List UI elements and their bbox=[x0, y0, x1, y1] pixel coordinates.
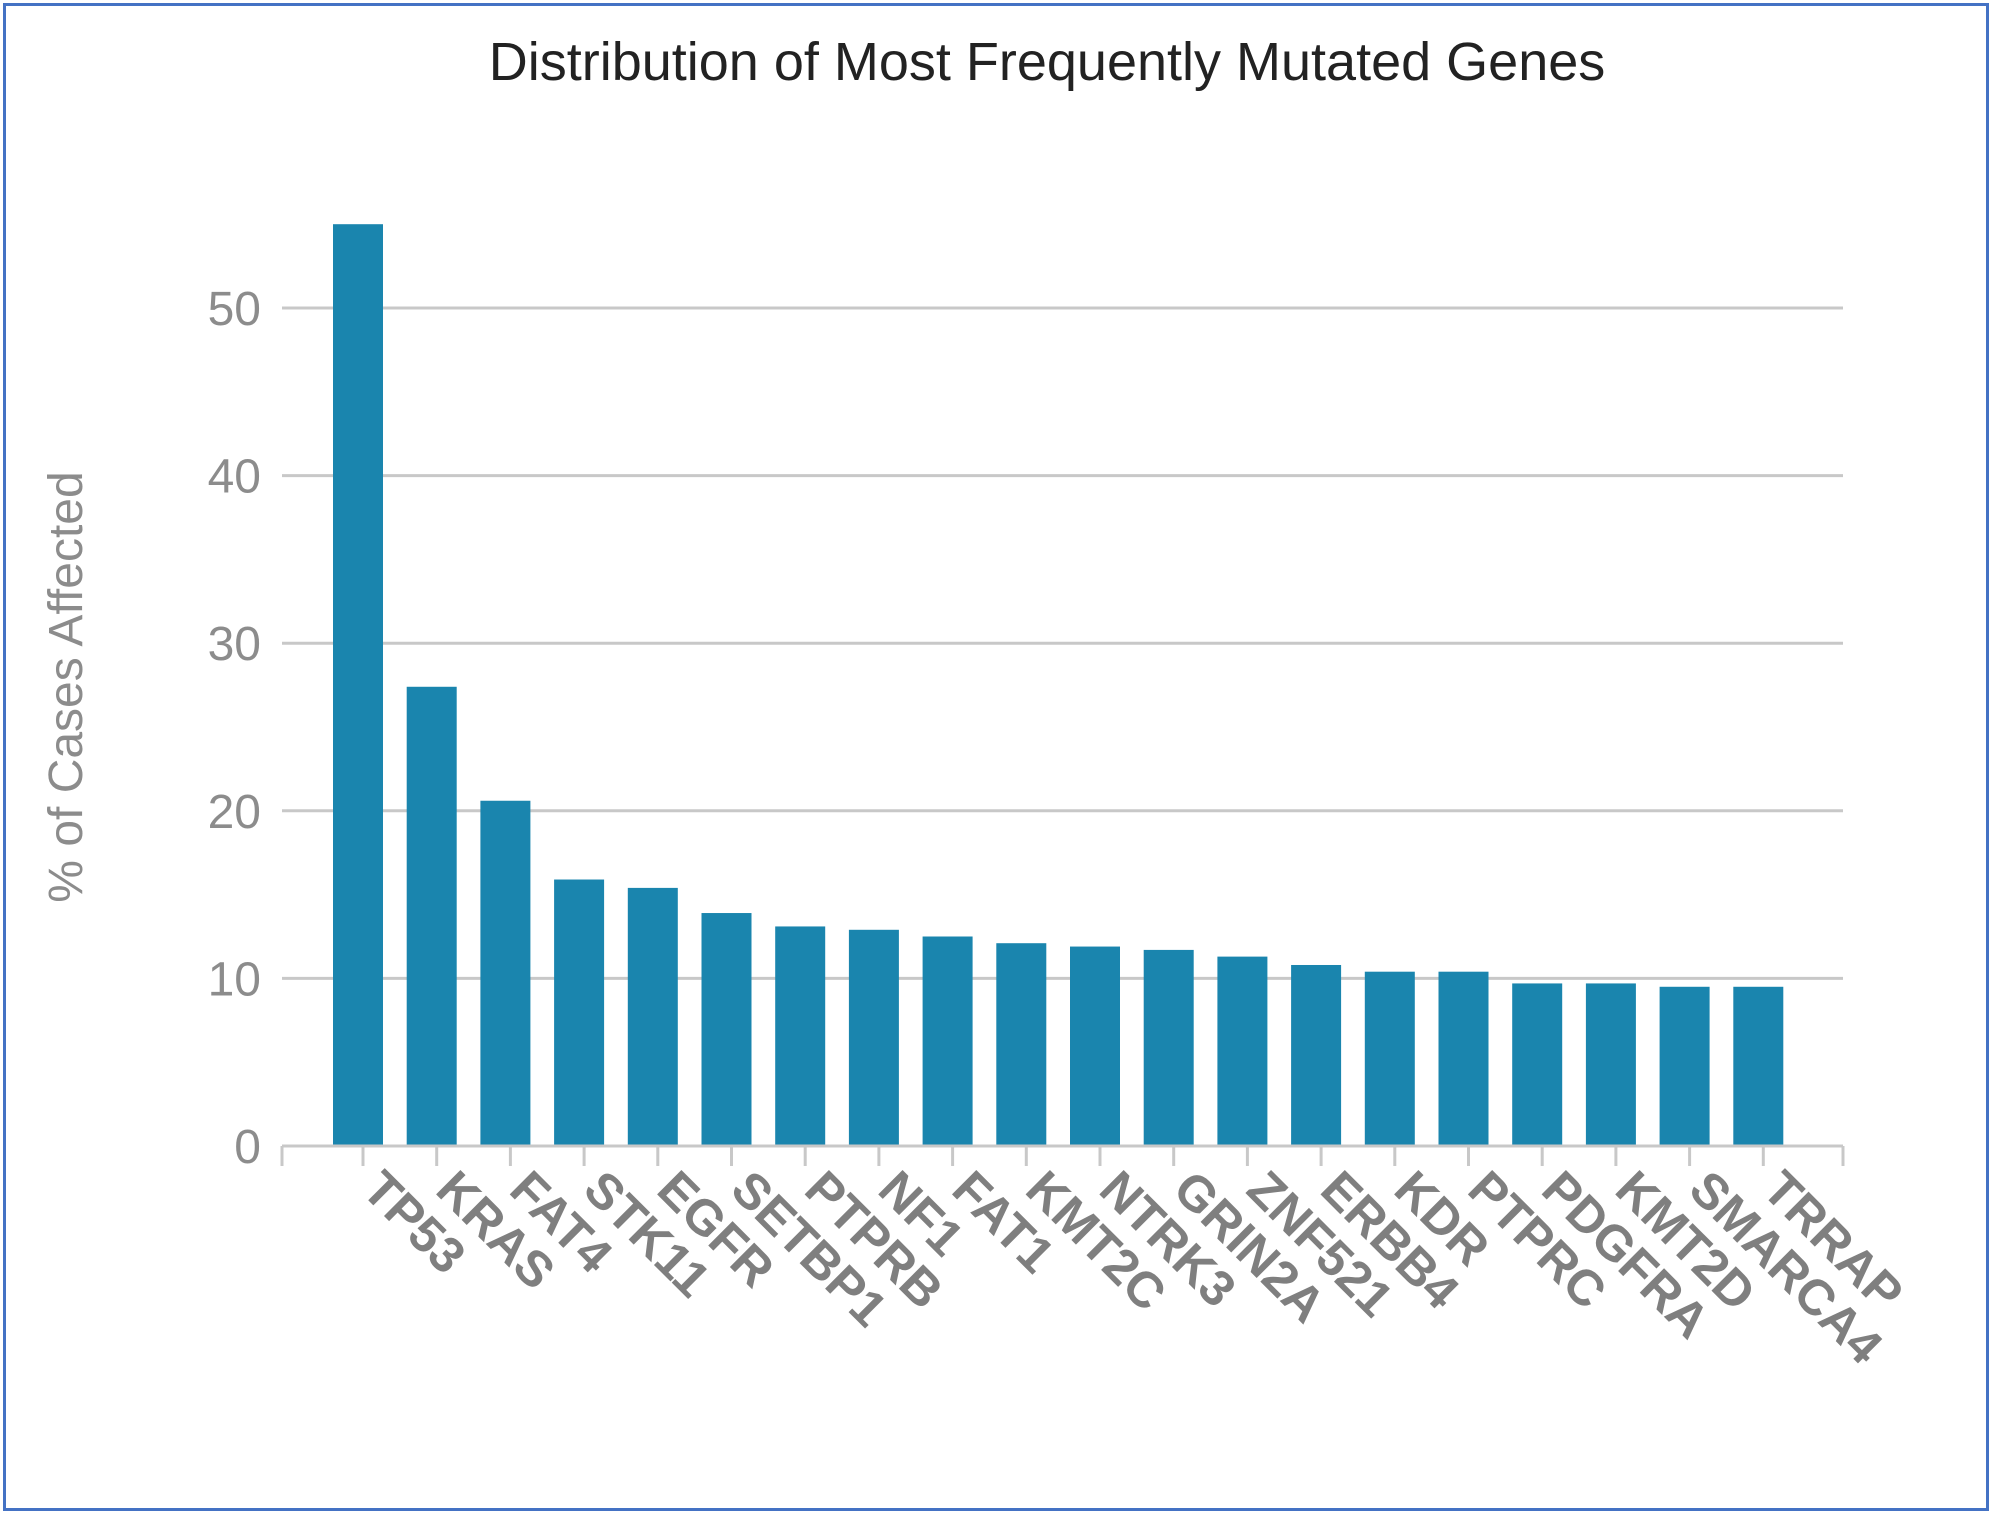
bar-pdgfra[interactable] bbox=[1512, 983, 1563, 1146]
gridlines bbox=[282, 306, 1843, 980]
bar-erbb4[interactable] bbox=[1291, 964, 1342, 1146]
bar-setbp1[interactable] bbox=[701, 913, 752, 1146]
bar-stk11[interactable] bbox=[554, 879, 605, 1146]
bar-kdr[interactable] bbox=[1364, 971, 1415, 1146]
bars bbox=[333, 224, 1784, 1147]
bar-ptprc[interactable] bbox=[1438, 971, 1489, 1146]
y-tick-label: 20 bbox=[208, 786, 261, 839]
bar-kmt2c[interactable] bbox=[996, 943, 1047, 1146]
bar-grin2a[interactable] bbox=[1143, 949, 1194, 1146]
bar-trrap[interactable] bbox=[1733, 986, 1784, 1146]
y-tick-label: 10 bbox=[208, 953, 261, 1006]
y-axis-ticks: 0 10 20 30 40 50 bbox=[208, 283, 261, 1174]
bar-egfr[interactable] bbox=[627, 887, 678, 1146]
chart-title: Distribution of Most Frequently Mutated … bbox=[489, 32, 1606, 92]
bar-fat1[interactable] bbox=[922, 936, 973, 1147]
bar-nf1[interactable] bbox=[848, 929, 899, 1146]
bar-tp53[interactable] bbox=[333, 224, 383, 1146]
bar-kmt2d[interactable] bbox=[1585, 983, 1636, 1146]
y-tick-label: 30 bbox=[208, 618, 261, 671]
bar-fat4[interactable] bbox=[480, 800, 531, 1146]
y-axis-label: % of Cases Affected bbox=[40, 471, 93, 902]
bar-znf521[interactable] bbox=[1217, 956, 1268, 1146]
y-tick-label: 50 bbox=[208, 283, 261, 336]
y-tick-label: 40 bbox=[208, 451, 261, 504]
x-axis-ticks: TP53KRASFAT4STK11EGFRSETBP1PTPRBNF1FAT1K… bbox=[352, 1160, 1914, 1375]
bar-kras[interactable] bbox=[406, 686, 457, 1146]
bar-ntrk3[interactable] bbox=[1070, 946, 1120, 1146]
bar-ptprb[interactable] bbox=[775, 926, 826, 1146]
bar-smarca4[interactable] bbox=[1659, 986, 1710, 1146]
y-tick-label: 0 bbox=[234, 1121, 261, 1174]
x-axis bbox=[280, 1144, 1845, 1166]
